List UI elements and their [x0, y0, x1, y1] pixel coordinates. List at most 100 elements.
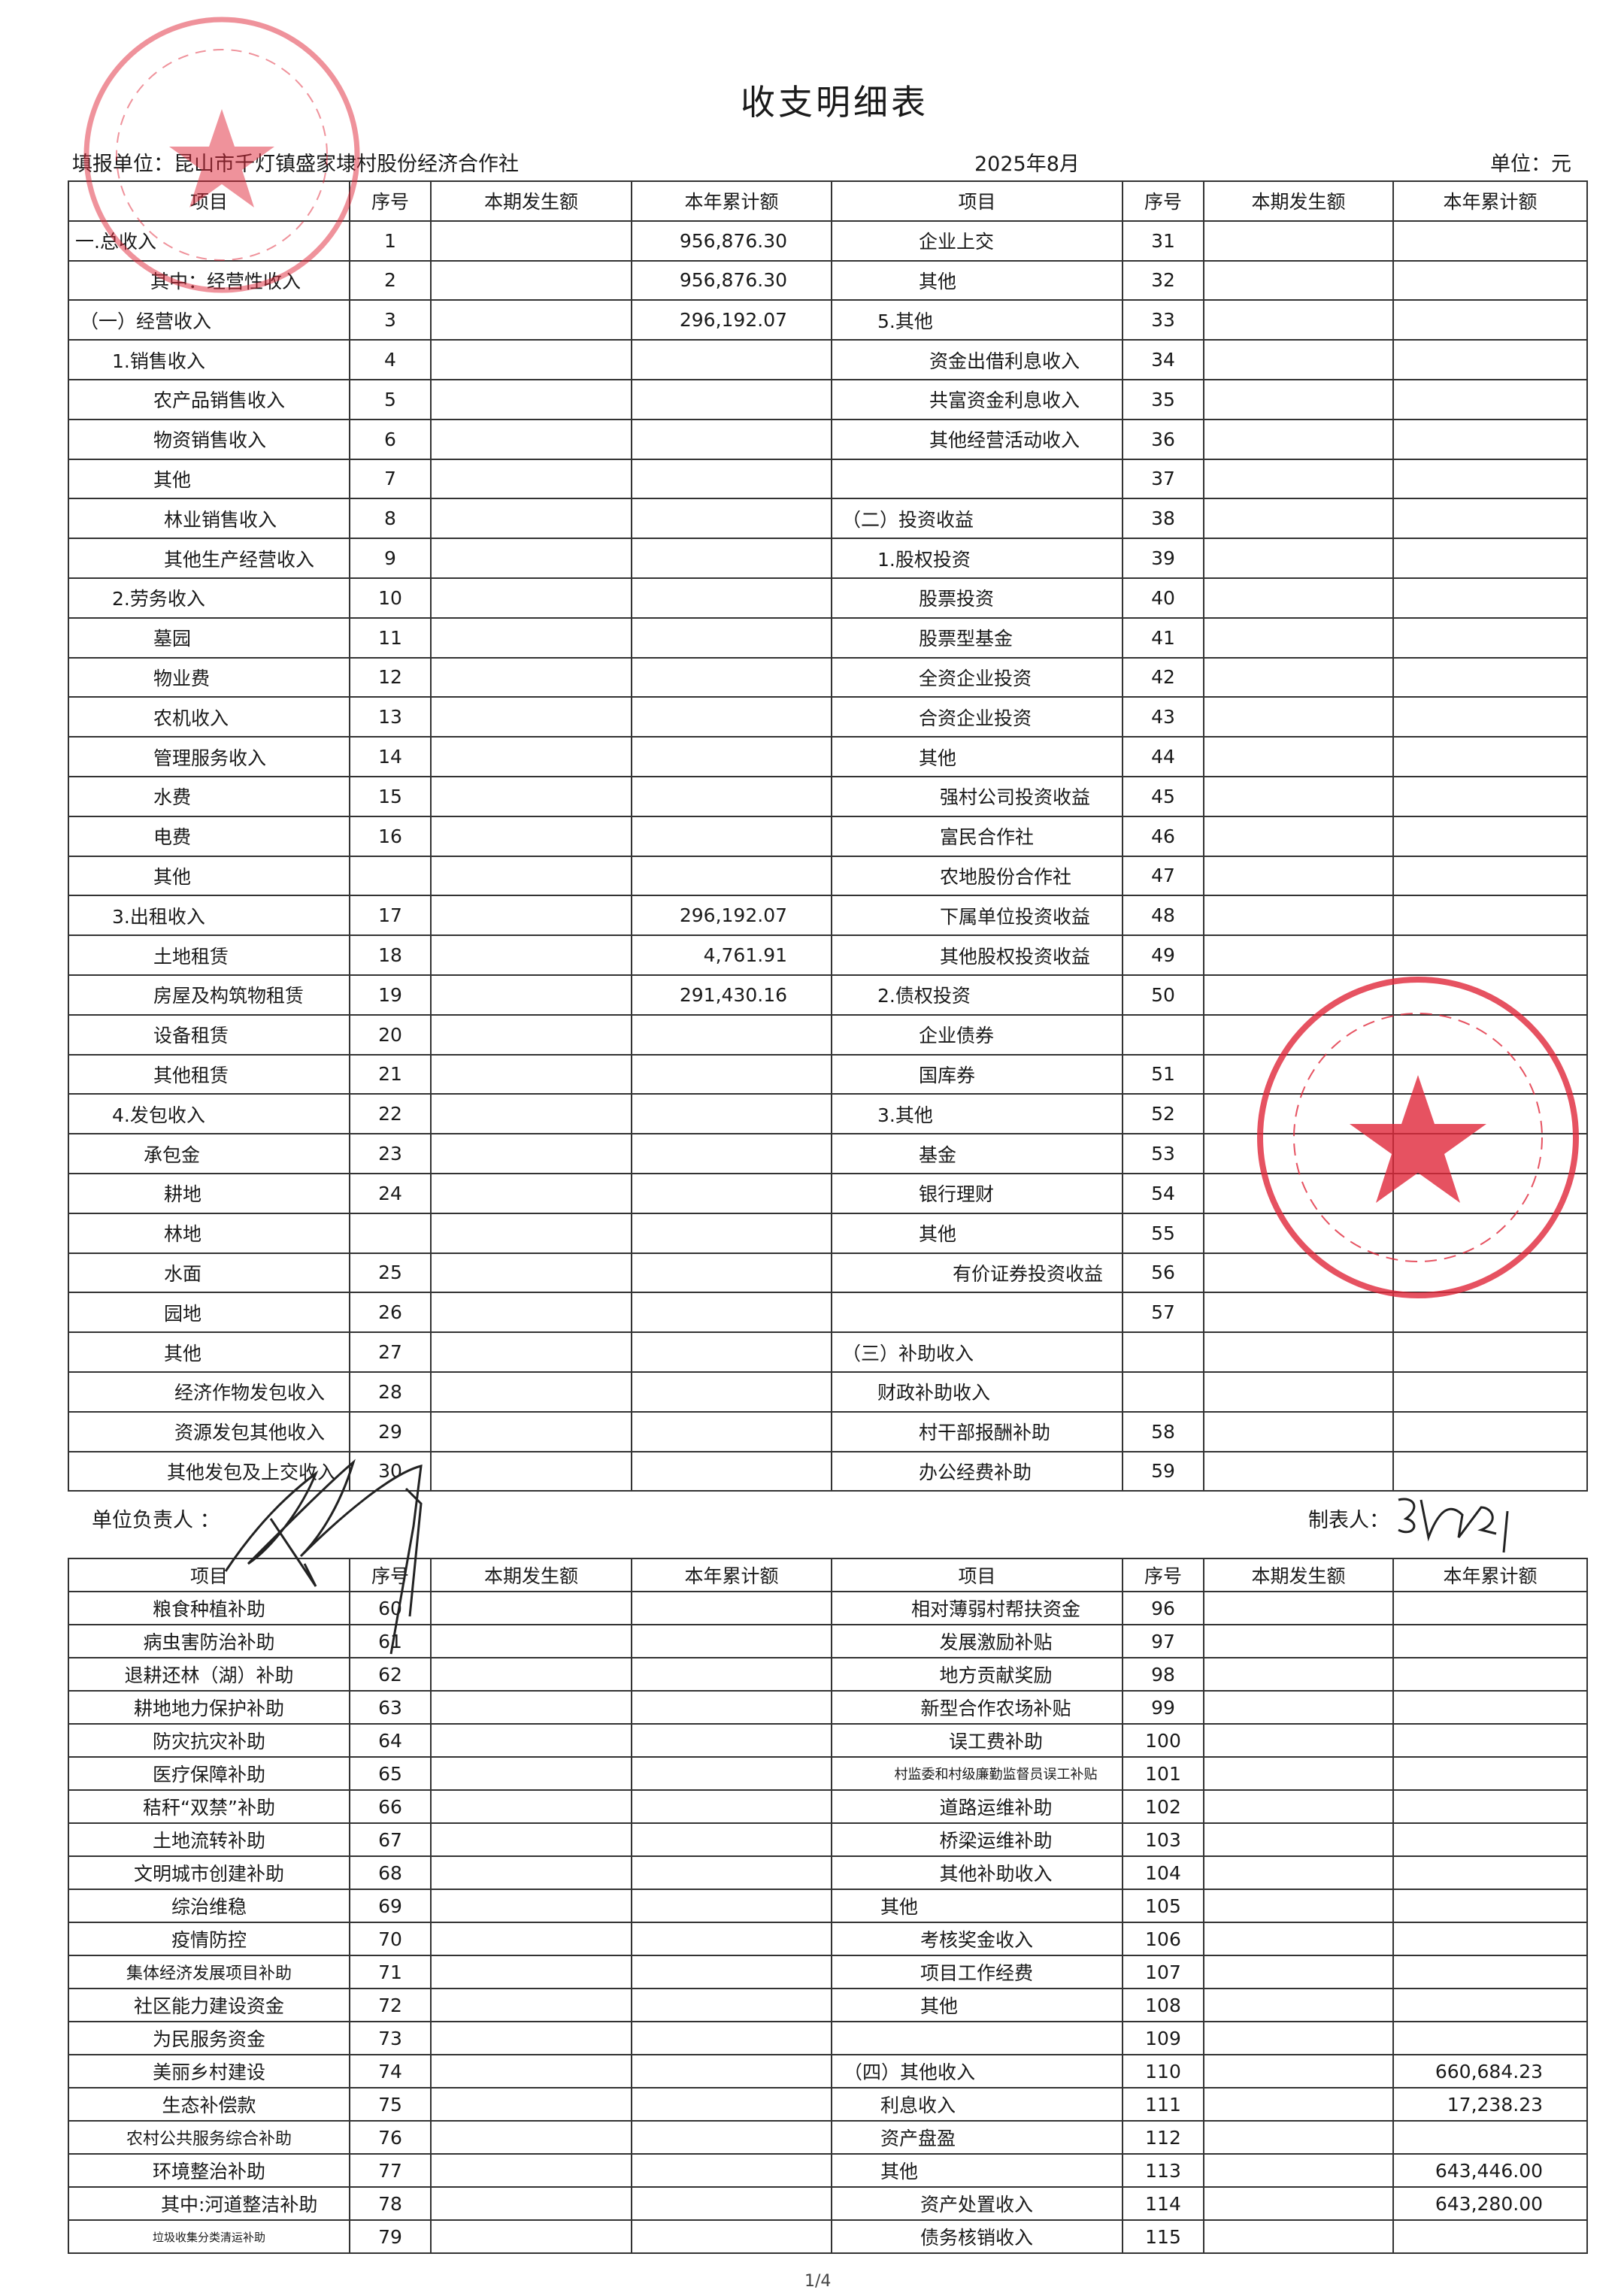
current-period-amount	[1203, 498, 1394, 540]
row-number: 17	[349, 895, 432, 937]
item-name: 社区能力建设资金	[68, 1988, 350, 2022]
year-to-date-amount	[631, 1292, 832, 1334]
year-to-date-amount	[631, 696, 832, 738]
year-to-date-amount	[1392, 1955, 1588, 1989]
current-period-amount	[1203, 934, 1394, 976]
item-name: 生态补偿款	[68, 2087, 350, 2122]
current-period-amount	[430, 974, 632, 1016]
year-to-date-amount	[1392, 1053, 1588, 1095]
year-to-date-amount	[1392, 895, 1588, 937]
item-name: 误工费补助	[831, 1723, 1123, 1758]
item-name: 富民合作社	[831, 815, 1123, 857]
year-to-date-amount	[631, 616, 832, 659]
row-number: 34	[1122, 339, 1204, 380]
year-to-date-amount	[631, 1690, 832, 1725]
item-name: 房屋及构筑物租赁	[68, 974, 350, 1016]
current-period-amount	[430, 1371, 632, 1413]
row-number: 10	[349, 577, 432, 619]
year-to-date-amount	[631, 1133, 832, 1174]
row-number: 6	[349, 418, 432, 460]
current-period-amount	[430, 1690, 632, 1725]
table-header-row: 项目 序号 本期发生额 本年累计额 项目 序号 本期发生额 本年累计额	[68, 1558, 1588, 1592]
year-to-date-amount	[631, 1053, 832, 1095]
year-to-date-amount	[1392, 1172, 1588, 1214]
row-number: 107	[1122, 1955, 1204, 1989]
current-period-amount	[1203, 775, 1394, 817]
current-period-amount	[1203, 1822, 1394, 1857]
row-number: 7	[349, 458, 432, 500]
row-number: 3	[349, 299, 432, 341]
year-to-date-amount: 660,684.23	[1392, 2054, 1588, 2089]
item-name: 考核奖金收入	[831, 1922, 1123, 1956]
year-to-date-amount	[631, 2054, 832, 2089]
row-number: 35	[1122, 378, 1204, 420]
row-number: 11	[349, 616, 432, 659]
current-period-amount	[1203, 1450, 1394, 1492]
current-period-amount	[430, 1789, 632, 1824]
year-to-date-amount	[1392, 2219, 1588, 2254]
item-name: 企业上交	[831, 220, 1123, 262]
year-to-date-amount	[1392, 1690, 1588, 1725]
current-period-amount	[430, 1013, 632, 1056]
year-to-date-amount	[631, 1889, 832, 1923]
year-to-date-amount	[631, 855, 832, 897]
current-period-amount	[1203, 1053, 1394, 1095]
current-period-amount	[1203, 1133, 1394, 1174]
preparer-signature	[1398, 1498, 1509, 1553]
current-period-amount	[430, 775, 632, 817]
item-name: 其他	[68, 458, 350, 500]
year-to-date-amount	[1392, 775, 1588, 817]
item-name: 其他补助收入	[831, 1855, 1123, 1890]
item-name: （一）经营收入	[68, 299, 350, 341]
table-row: 1.销售收入 4 资金出借利息收入 34	[68, 339, 1588, 380]
year-to-date-amount	[631, 1789, 832, 1824]
column-header: 本年累计额	[631, 1558, 832, 1592]
year-to-date-amount	[1392, 1591, 1588, 1625]
item-name: 环境整治补助	[68, 2153, 350, 2188]
current-period-amount	[1203, 895, 1394, 937]
current-period-amount	[430, 1133, 632, 1174]
item-name: （四）其他收入	[831, 2054, 1123, 2089]
row-number: 96	[1122, 1591, 1204, 1625]
item-name: 土地租赁	[68, 934, 350, 976]
row-number: 49	[1122, 934, 1204, 976]
year-to-date-amount: 643,280.00	[1392, 2186, 1588, 2221]
table-row: 集体经济发展项目补助 71 项目工作经费 107	[68, 1955, 1588, 1989]
table-row: 房屋及构筑物租赁 19 291,430.16 2.债权投资 50	[68, 974, 1588, 1016]
row-number: 62	[349, 1657, 432, 1692]
current-period-amount	[430, 498, 632, 540]
year-to-date-amount	[631, 1093, 832, 1135]
year-to-date-amount	[631, 1723, 832, 1758]
item-name: 发展激励补贴	[831, 1624, 1123, 1658]
row-number: 32	[1122, 259, 1204, 301]
item-name: 设备租赁	[68, 1013, 350, 1056]
table-row: 3.出租收入 17 296,192.07 下属单位投资收益 48	[68, 895, 1588, 937]
table-row: 农产品销售收入 5 共富资金利息收入 35	[68, 378, 1588, 420]
year-to-date-amount	[1392, 1889, 1588, 1923]
row-number: 5	[349, 378, 432, 420]
row-number: 15	[349, 775, 432, 817]
row-number: 56	[1122, 1252, 1204, 1294]
table-row: 其中：经营性收入 2 956,876.30 其他 32	[68, 259, 1588, 301]
current-period-amount	[430, 2120, 632, 2155]
current-period-amount	[430, 1450, 632, 1492]
row-number: 58	[1122, 1410, 1204, 1452]
table-row: 其他租赁 21 国库券 51	[68, 1053, 1588, 1095]
year-to-date-amount	[1392, 736, 1588, 777]
item-name: 3.其他	[831, 1093, 1123, 1135]
current-period-amount	[1203, 855, 1394, 897]
current-period-amount	[1203, 1371, 1394, 1413]
row-number: 36	[1122, 418, 1204, 460]
row-number: 37	[1122, 458, 1204, 500]
current-period-amount	[1203, 1624, 1394, 1658]
year-to-date-amount	[631, 1855, 832, 1890]
year-to-date-amount: 643,446.00	[1392, 2153, 1588, 2188]
row-number: 99	[1122, 1690, 1204, 1725]
row-number: 101	[1122, 1756, 1204, 1791]
row-number: 8	[349, 498, 432, 540]
item-name: 林业销售收入	[68, 498, 350, 540]
item-name: 相对薄弱村帮扶资金	[831, 1591, 1123, 1625]
row-number: 75	[349, 2087, 432, 2122]
year-to-date-amount	[631, 656, 832, 698]
table-row: 4.发包收入 22 3.其他 52	[68, 1093, 1588, 1135]
